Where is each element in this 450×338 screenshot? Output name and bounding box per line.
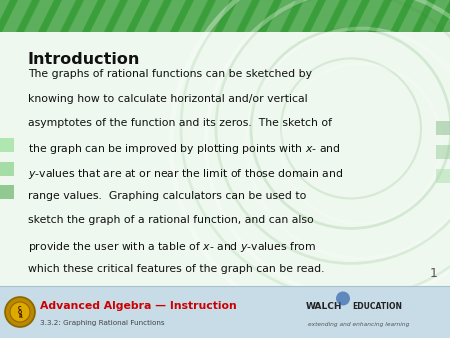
Polygon shape [266,0,296,32]
Text: Introduction: Introduction [28,52,140,67]
Polygon shape [376,0,406,32]
Polygon shape [46,0,76,32]
Polygon shape [2,0,32,32]
Text: The graphs of rational functions can be sketched by: The graphs of rational functions can be … [28,69,312,79]
Bar [0,0,450,32]
Polygon shape [288,0,318,32]
Bar [0,138,14,152]
Text: knowing how to calculate horizontal and/or vertical: knowing how to calculate horizontal and/… [28,94,307,104]
Text: 3.3.2: Graphing Rational Functions: 3.3.2: Graphing Rational Functions [40,320,165,326]
Text: $y$-values that are at or near the limit of those domain and: $y$-values that are at or near the limit… [28,167,343,180]
Text: Advanced Algebra — Instruction: Advanced Algebra — Instruction [40,300,237,311]
Polygon shape [222,0,252,32]
Polygon shape [90,0,120,32]
Polygon shape [68,0,98,32]
Polygon shape [156,0,186,32]
Polygon shape [200,0,230,32]
Text: asymptotes of the function and its zeros.  The sketch of: asymptotes of the function and its zeros… [28,118,332,128]
Text: WALCH: WALCH [306,301,342,311]
Text: the graph can be improved by plotting points with $x$- and: the graph can be improved by plotting po… [28,142,341,156]
Polygon shape [244,0,274,32]
Text: R: R [18,314,22,318]
Circle shape [10,302,30,322]
Polygon shape [420,0,450,32]
Text: 1: 1 [430,267,438,280]
Polygon shape [332,0,362,32]
Bar [0,162,14,176]
Polygon shape [134,0,164,32]
Polygon shape [310,0,340,32]
Text: O: O [18,310,22,315]
Polygon shape [178,0,208,32]
Polygon shape [112,0,142,32]
Text: extending and enhancing learning: extending and enhancing learning [308,322,410,328]
Text: provide the user with a table of $x$- and $y$-values from: provide the user with a table of $x$- an… [28,240,316,254]
Bar [436,169,450,183]
Text: which these critical features of the graph can be read.: which these critical features of the gra… [28,264,324,274]
Polygon shape [24,0,54,32]
Polygon shape [442,0,450,32]
Text: sketch the graph of a rational function, and can also: sketch the graph of a rational function,… [28,215,314,225]
Text: range values.  Graphing calculators can be used to: range values. Graphing calculators can b… [28,191,306,201]
Circle shape [336,291,350,306]
Bar [0,186,14,199]
Polygon shape [354,0,384,32]
Text: C: C [18,307,22,312]
Text: EDUCATION: EDUCATION [352,301,402,311]
Circle shape [5,297,35,327]
Polygon shape [398,0,428,32]
Polygon shape [0,0,10,32]
Bar [436,121,450,135]
Bar [436,145,450,159]
Bar [0,286,450,338]
